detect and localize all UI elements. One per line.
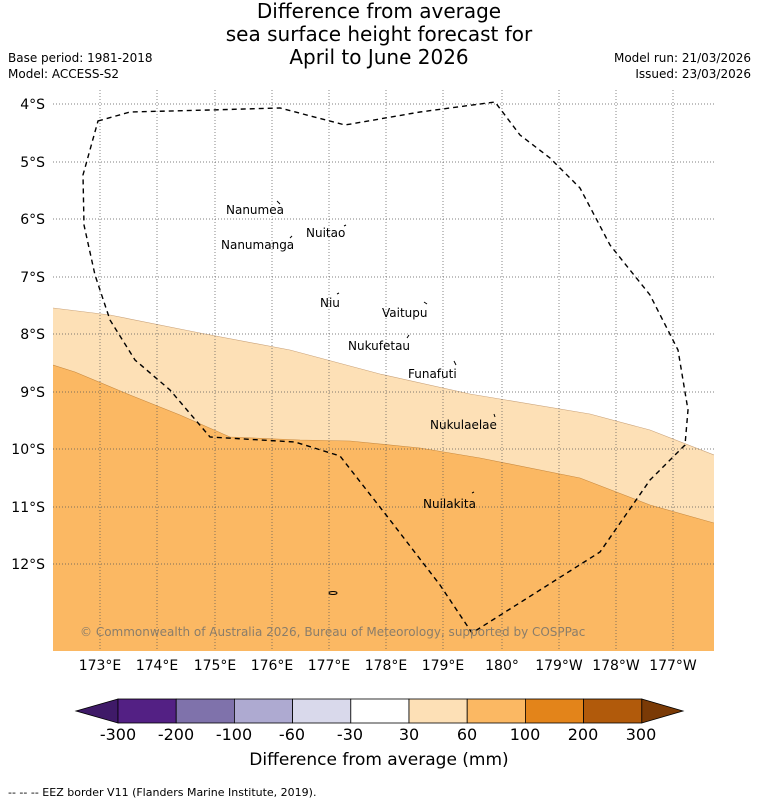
island-mark-nuilakita (471, 491, 475, 494)
lon-label: 177°E (308, 658, 351, 674)
contour-30 (53, 307, 714, 456)
island-label-nanumanga: Nanumanga (221, 238, 294, 252)
colorbar-tick: 30 (398, 725, 420, 744)
chart-title: Difference from average sea surface heig… (0, 0, 758, 69)
island-mark-nanumea (276, 200, 281, 205)
lat-label: 11°S (11, 500, 45, 516)
meta-left: Base period: 1981-2018 Model: ACCESS-S2 (8, 50, 153, 82)
lon-label: 175°E (194, 658, 237, 674)
lat-label: 10°S (11, 442, 45, 458)
lon-label: 174°E (136, 658, 179, 674)
model-name: Model: ACCESS-S2 (8, 67, 120, 81)
island-mark-vaitupu (423, 301, 428, 305)
lat-label: 6°S (20, 212, 45, 228)
colorbar-tick: 200 (567, 725, 599, 744)
contour-60 (53, 364, 714, 524)
island-mark-nanumanga (289, 235, 293, 239)
copyright-notice: © Commonwealth of Australia 2026, Bureau… (80, 625, 585, 639)
colorbar-segment (117, 698, 177, 724)
colorbar-tick: -200 (157, 725, 195, 744)
lon-label: 178°E (365, 658, 408, 674)
colorbar-tick: -300 (99, 725, 137, 744)
colorbar-segment (408, 698, 468, 724)
colorbar-tick: -60 (278, 725, 306, 744)
island-mark-nukufetau (406, 334, 410, 339)
colorbar-segment (525, 698, 585, 724)
island-label-nuilakita: Nuilakita (423, 497, 476, 511)
colorbar-tick: 300 (625, 725, 657, 744)
lon-label: 173°E (79, 658, 122, 674)
colorbar (74, 698, 685, 724)
colorbar-segment (350, 698, 410, 724)
lat-label: 4°S (20, 97, 45, 113)
longitude-labels: 173°E 174°E 175°E 176°E 177°E 178°E 179°… (79, 658, 697, 674)
issued-date: Issued: 23/03/2026 (635, 67, 751, 81)
island-mark-nukulaelae (493, 413, 496, 418)
colorbar-tick: -100 (215, 725, 253, 744)
lon-label: 176°E (251, 658, 294, 674)
island-label-funafuti: Funafuti (408, 367, 457, 381)
lon-label: 179°W (535, 658, 583, 674)
colorbar-tick: -30 (336, 725, 364, 744)
title-line-2: sea surface height forecast for (225, 22, 533, 46)
colorbar-tick-labels: -300 -200 -100 -60 -30 30 60 100 200 300 (0, 725, 758, 745)
colorbar-segment (233, 698, 293, 724)
eez-footnote: -- -- -- EEZ border V11 (Flanders Marine… (8, 786, 317, 799)
eez-border (82, 101, 689, 634)
island-mark-niu (336, 292, 340, 295)
island-label-nanumea: Nanumea (226, 203, 284, 217)
island-label-nuitao: Nuitao (306, 226, 345, 240)
lat-label: 9°S (20, 385, 45, 401)
island-label-nukulaelae: Nukulaelae (430, 418, 497, 432)
island-label-nukufetau: Nukufetau (348, 339, 410, 353)
map-area: Nanumea Nuitao Nanumanga Niu Vaitupu Nuk… (53, 90, 714, 651)
colorbar-extend-low (74, 698, 119, 724)
lat-label: 5°S (20, 155, 45, 171)
colorbar-segment (175, 698, 235, 724)
colorbar-tick: 60 (456, 725, 478, 744)
lon-label: 179°E (422, 658, 465, 674)
reef-shape (328, 591, 338, 595)
title-line-3: April to June 2026 (289, 45, 469, 69)
meta-right: Model run: 21/03/2026 Issued: 23/03/2026 (614, 50, 751, 82)
gridlines (53, 90, 714, 651)
island-label-vaitupu: Vaitupu (382, 306, 428, 320)
anomaly-band-60-100 (53, 365, 714, 651)
colorbar-segment (583, 698, 643, 724)
island-mark-funafuti (453, 360, 457, 366)
model-run: Model run: 21/03/2026 (613, 51, 751, 65)
colorbar-title: Difference from average (mm) (249, 750, 509, 770)
lat-label: 8°S (20, 327, 45, 343)
colorbar-segment (292, 698, 352, 724)
title-line-1: Difference from average (256, 0, 502, 23)
island-markers (276, 200, 496, 494)
lat-label: 7°S (20, 270, 45, 286)
colorbar-extend-high (641, 698, 685, 724)
island-label-niu: Niu (320, 296, 340, 310)
colorbar-segment (466, 698, 526, 724)
colorbar-tick: 100 (509, 725, 541, 744)
lat-label: 12°S (11, 557, 45, 573)
lon-label: 178°W (592, 658, 640, 674)
latitude-labels: 4°S 5°S 6°S 7°S 8°S 9°S 10°S 11°S 12°S (11, 97, 45, 573)
base-period: Base period: 1981-2018 (8, 51, 153, 65)
lon-label: 180° (485, 658, 519, 674)
island-mark-nuitao (343, 224, 347, 227)
lon-label: 177°W (649, 658, 697, 674)
